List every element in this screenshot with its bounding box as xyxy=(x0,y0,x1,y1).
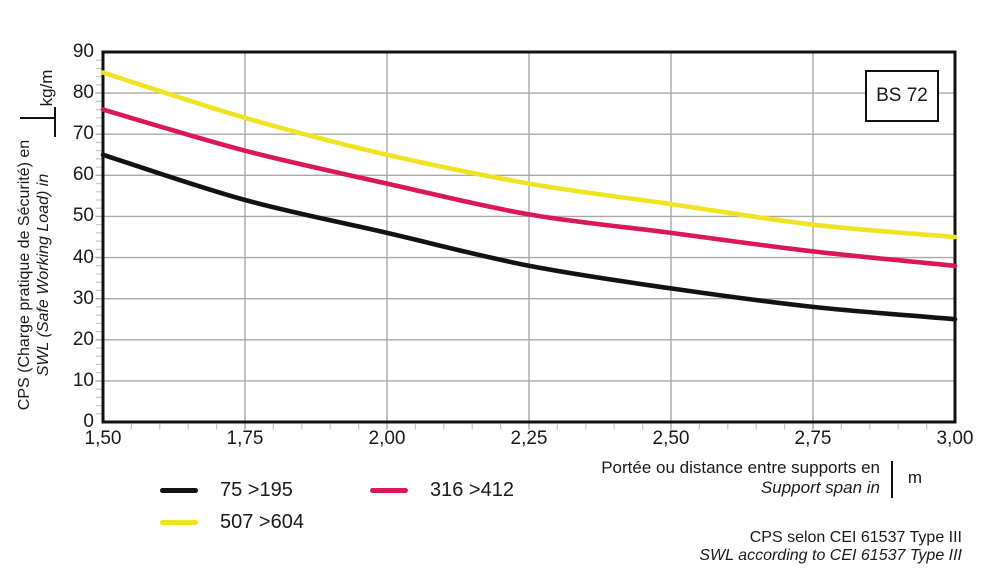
series-line-1 xyxy=(100,107,958,269)
x-axis-unit: m xyxy=(907,468,923,487)
y-axis-unit-divider-vertical xyxy=(54,107,56,137)
series-line-0 xyxy=(100,152,958,322)
legend-item-0: 75 >195 xyxy=(160,474,370,506)
legend-item-2: 507 >604 xyxy=(160,506,370,538)
legend-label: 75 >195 xyxy=(220,478,293,501)
y-tick-label: 80 xyxy=(72,82,94,104)
series-line-2 xyxy=(100,70,958,240)
x-axis-unit-divider xyxy=(891,461,893,498)
x-tick-label: 2,75 xyxy=(794,428,832,449)
x-tick-label: 1,75 xyxy=(226,428,264,449)
legend-swatch-icon xyxy=(160,487,198,493)
x-axis-title: Portée ou distance entre supports en Sup… xyxy=(480,458,880,497)
standard-note: CPS selon CEI 61537 Type III SWL accordi… xyxy=(562,529,962,565)
y-axis-title-en: SWL (Safe Working Load) in xyxy=(35,173,52,377)
y-tick-label: 20 xyxy=(72,328,94,350)
x-tick-label: 1,50 xyxy=(84,428,122,449)
x-axis-title-en: Support span in xyxy=(760,477,880,497)
y-tick-label: 40 xyxy=(72,246,94,268)
x-tick-label: 2,00 xyxy=(368,428,406,449)
reference-badge: BS 72 xyxy=(865,70,939,122)
y-axis-title-fr: CPS (Charge pratique de Sécurité) en xyxy=(16,139,33,411)
y-tick-label: 30 xyxy=(72,287,94,309)
legend: 75 >195 316 >412 507 >604 xyxy=(160,474,514,538)
y-tick-label: 0 xyxy=(83,411,94,432)
y-tick-label: 70 xyxy=(72,123,94,145)
legend-swatch-icon xyxy=(370,487,408,493)
y-tick-label: 60 xyxy=(72,164,94,186)
standard-note-fr: CPS selon CEI 61537 Type III xyxy=(749,529,962,546)
y-axis-title: CPS (Charge pratique de Sécurité) en SWL… xyxy=(15,115,53,435)
legend-item-1: 316 >412 xyxy=(370,474,514,506)
y-tick-label: 10 xyxy=(72,369,94,391)
legend-label: 316 >412 xyxy=(430,478,514,501)
x-axis-title-fr: Portée ou distance entre supports en xyxy=(601,458,880,477)
x-tick-label: 2,50 xyxy=(652,428,690,449)
standard-note-en: SWL according to CEI 61537 Type III xyxy=(699,547,962,564)
y-tick-label: 50 xyxy=(72,205,94,227)
legend-swatch-icon xyxy=(160,519,198,525)
x-tick-label: 3,00 xyxy=(936,428,974,449)
y-tick-label: 90 xyxy=(72,41,94,62)
legend-label: 507 >604 xyxy=(220,510,304,533)
x-tick-label: 2,25 xyxy=(510,428,548,449)
y-axis-unit-divider-horizontal xyxy=(20,117,54,119)
